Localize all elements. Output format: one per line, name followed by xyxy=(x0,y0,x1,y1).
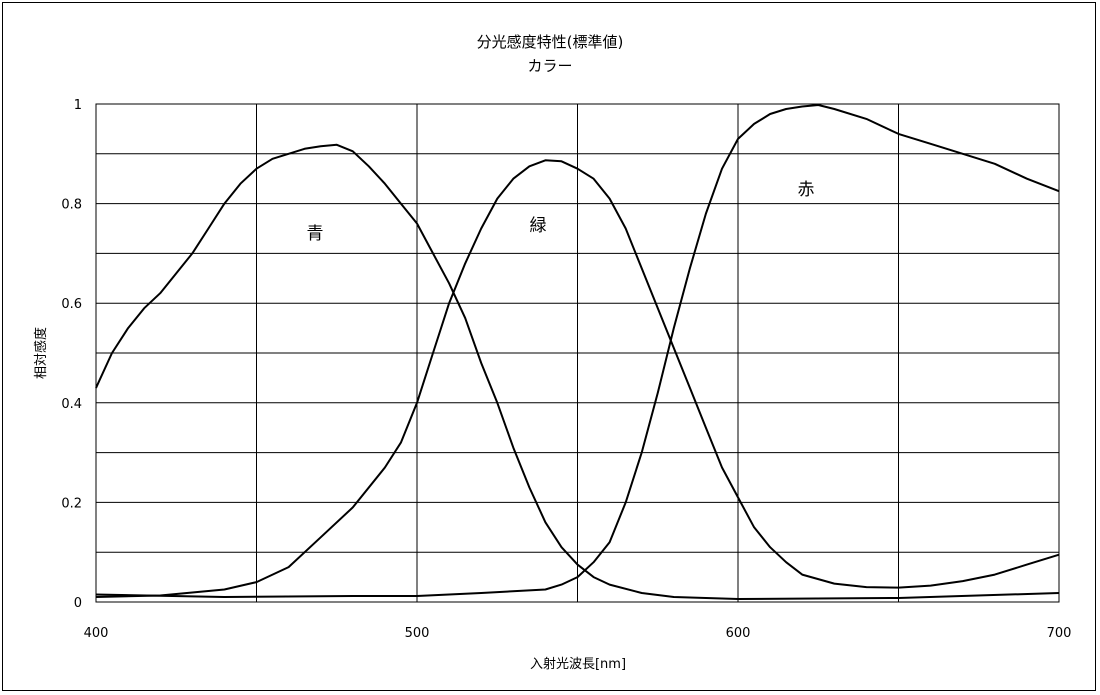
tick-labels: 400 500 600 700 0 0.2 0.4 0.6 0.8 1 xyxy=(61,98,1071,641)
series-line-green xyxy=(95,159,1060,598)
y-tick-label: 0 xyxy=(74,596,82,611)
x-tick-label: 500 xyxy=(405,626,430,641)
series-line-blue xyxy=(95,143,1060,600)
plot-grid xyxy=(95,103,1060,603)
series-label-blue: 青 xyxy=(307,224,324,244)
y-axis-label: 相対感度 xyxy=(33,327,49,379)
x-tick-label: 700 xyxy=(1047,626,1072,641)
y-tick-label: 0.4 xyxy=(61,397,82,412)
x-tick-label: 600 xyxy=(726,626,751,641)
series-label-red: 赤 xyxy=(798,180,815,200)
x-axis-label: 入射光波長[nm] xyxy=(530,656,626,672)
chart-title: 分光感度特性(標準値) xyxy=(477,33,624,51)
chart-subtitle: カラー xyxy=(527,57,572,75)
series-lines xyxy=(95,104,1060,600)
series-label-green: 緑 xyxy=(530,216,547,236)
y-tick-label: 0.8 xyxy=(61,198,82,213)
y-tick-label: 0.2 xyxy=(61,496,82,511)
series-line-red xyxy=(95,104,1060,598)
y-tick-label: 1 xyxy=(74,98,82,113)
x-tick-label: 400 xyxy=(84,626,109,641)
y-tick-label: 0.6 xyxy=(61,297,82,312)
